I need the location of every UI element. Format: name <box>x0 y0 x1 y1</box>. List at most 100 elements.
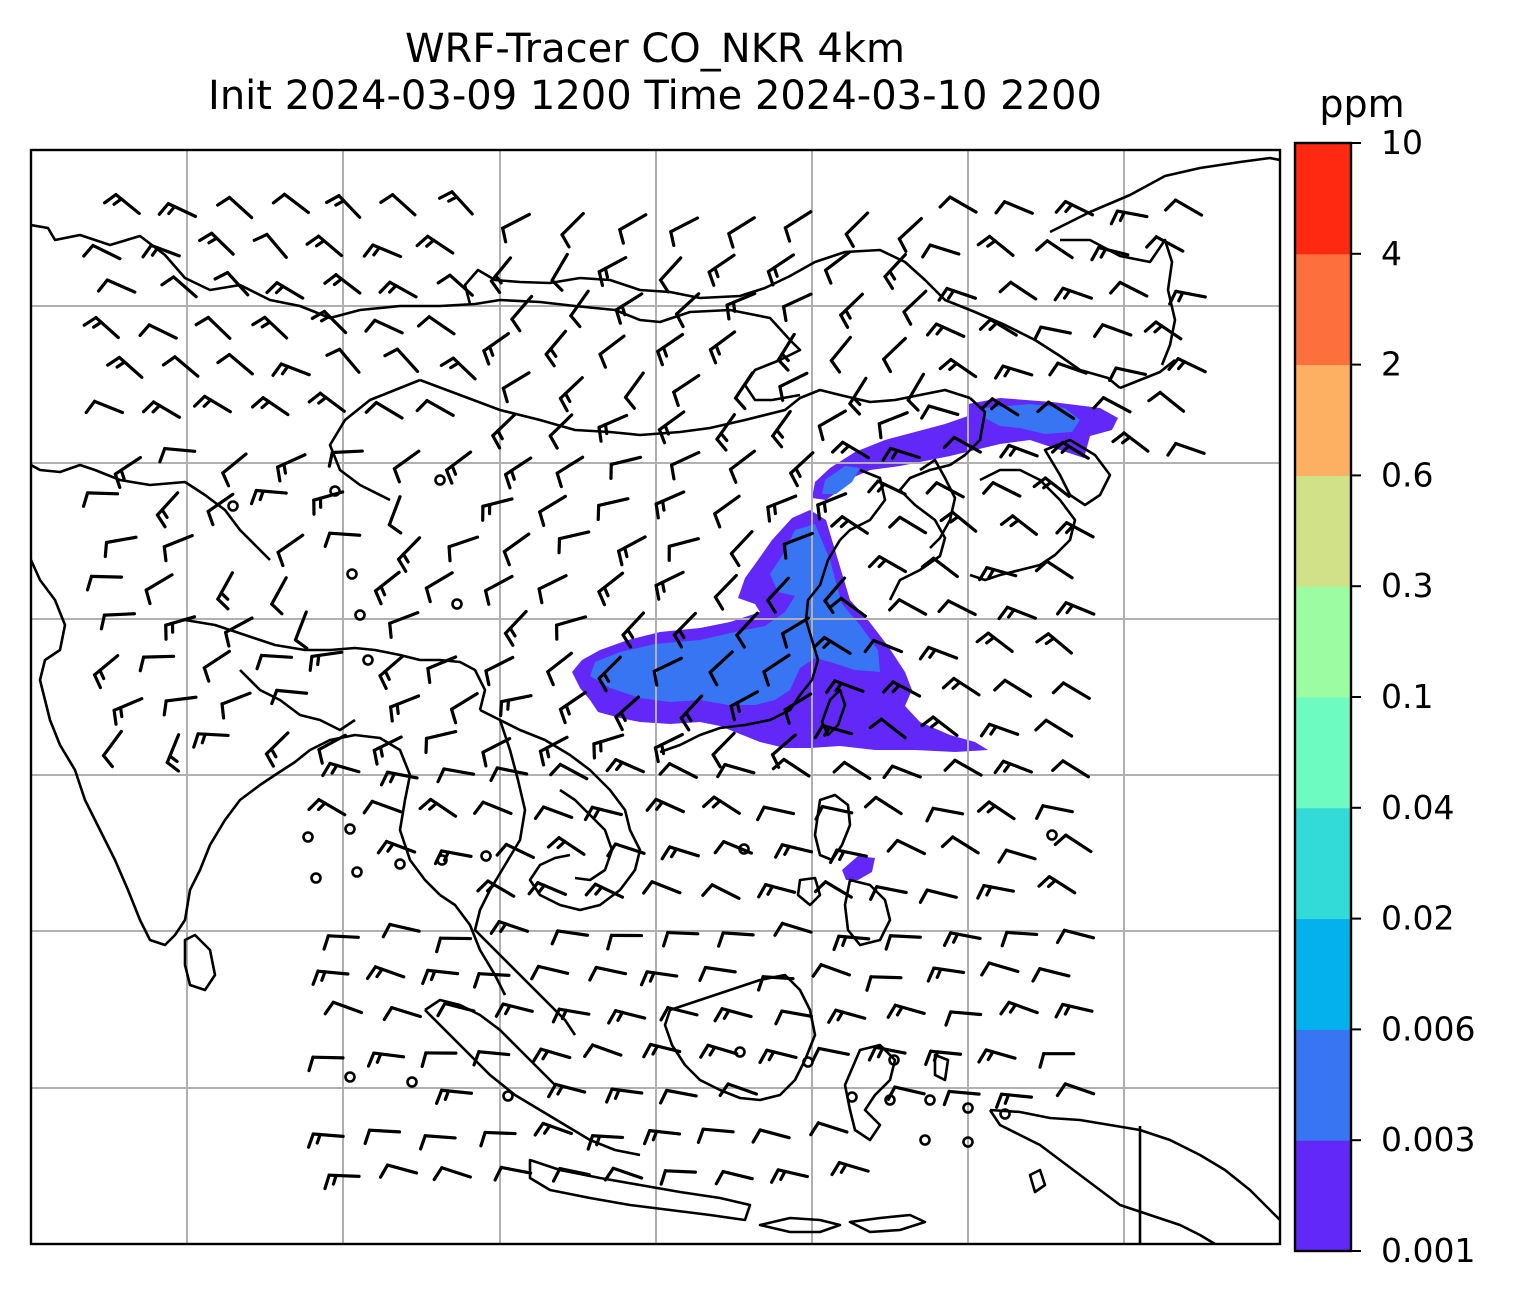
wind-barb <box>881 680 922 698</box>
wind-barb <box>978 317 1018 337</box>
wind-barb <box>1092 396 1132 414</box>
wind-barb <box>811 1046 850 1063</box>
wind-barb <box>977 1048 1017 1064</box>
wind-barb <box>848 376 868 416</box>
wind-barb <box>669 450 701 481</box>
wind-barb <box>766 253 795 287</box>
wind-barb <box>828 848 868 865</box>
wind-barb <box>717 931 755 948</box>
calm-wind-marker <box>1046 829 1058 841</box>
wind-barb <box>661 930 700 948</box>
coastline-segment <box>183 933 217 992</box>
wind-barb <box>161 355 200 378</box>
wind-barb <box>669 216 700 248</box>
wind-barb <box>99 612 136 631</box>
wind-barb <box>437 190 474 216</box>
colorbar-swatch <box>1295 1029 1351 1141</box>
wind-barb <box>554 615 588 641</box>
wind-barb <box>165 733 181 773</box>
wind-barb <box>558 690 587 725</box>
wind-barb <box>888 515 928 535</box>
wind-barb <box>383 347 420 374</box>
wind-barb <box>101 729 123 769</box>
wind-barb <box>920 556 959 579</box>
wind-barb <box>618 213 648 245</box>
wind-barb <box>435 1088 474 1105</box>
wind-barb <box>476 879 516 898</box>
wind-barb <box>449 691 479 725</box>
wind-barb <box>658 762 698 779</box>
colorbar-swatch <box>1295 586 1351 698</box>
wind-barb <box>667 537 700 562</box>
wind-barb <box>551 1166 591 1183</box>
wind-barb <box>323 531 362 549</box>
wind-barb <box>830 1161 870 1177</box>
wind-barb <box>733 371 754 411</box>
calm-wind-marker <box>802 1056 814 1068</box>
wind-barb <box>162 534 194 563</box>
wind-barb <box>672 611 697 649</box>
wind-barb <box>756 805 796 822</box>
wind-barb <box>715 413 736 452</box>
wind-barb <box>221 452 248 488</box>
wind-barb <box>323 273 362 295</box>
wind-barb <box>906 372 926 412</box>
wind-barb <box>1037 875 1077 895</box>
wind-barb <box>436 767 476 784</box>
wind-barb <box>938 195 978 214</box>
wind-barb <box>276 533 305 568</box>
wind-barb <box>307 391 346 413</box>
wind-barb <box>783 692 813 725</box>
coastline-segment <box>919 458 957 549</box>
wind-barb <box>584 882 625 899</box>
colorbar-swatches <box>1295 143 1351 1252</box>
wind-barb <box>530 964 570 981</box>
wind-barb <box>877 411 909 440</box>
wind-barb <box>925 322 966 338</box>
wind-barb <box>481 497 514 522</box>
wind-barb <box>162 695 198 717</box>
wind-barb <box>867 555 908 574</box>
wind-barb <box>1164 198 1204 217</box>
wind-barb <box>112 697 144 726</box>
wind-barb <box>510 294 534 333</box>
wind-barb <box>473 972 511 989</box>
wind-barb <box>976 234 1015 257</box>
colorbar-swatch <box>1295 807 1351 920</box>
wind-barb <box>81 491 120 508</box>
calm-wind-marker <box>227 500 239 512</box>
wind-barb <box>918 888 958 904</box>
wind-barb <box>751 1128 791 1144</box>
wind-barb <box>606 933 644 951</box>
coastline-segment <box>1043 438 1112 507</box>
calm-wind-marker <box>884 1094 896 1106</box>
coastline-segment <box>796 876 822 907</box>
wind-barb <box>642 1129 682 1146</box>
wind-barb <box>1145 235 1185 253</box>
calm-wind-marker <box>329 485 341 497</box>
wind-barb <box>1093 323 1133 338</box>
wind-barb <box>432 1166 472 1182</box>
wind-barb <box>364 318 404 335</box>
wind-barb <box>698 965 737 982</box>
wind-barb <box>598 334 626 369</box>
calm-wind-marker <box>351 866 363 878</box>
wind-barb <box>774 1009 814 1026</box>
wind-barb <box>586 1134 625 1151</box>
wind-barb <box>659 1088 698 1105</box>
wind-barb <box>1055 928 1096 945</box>
wind-barb <box>729 530 754 568</box>
wind-barb <box>653 732 684 764</box>
wind-barb <box>782 531 814 560</box>
wind-barb <box>783 210 813 243</box>
calm-wind-marker <box>502 1090 514 1102</box>
wind-barb <box>364 400 404 420</box>
colorbar-swatch <box>1295 697 1351 809</box>
wind-barb <box>605 1087 644 1104</box>
wind-barb <box>921 243 961 259</box>
wind-barb <box>569 289 590 329</box>
wind-barb <box>1036 400 1076 421</box>
wind-barb <box>482 332 511 366</box>
wind-barb <box>708 330 737 365</box>
wind-barb <box>995 1092 1033 1109</box>
